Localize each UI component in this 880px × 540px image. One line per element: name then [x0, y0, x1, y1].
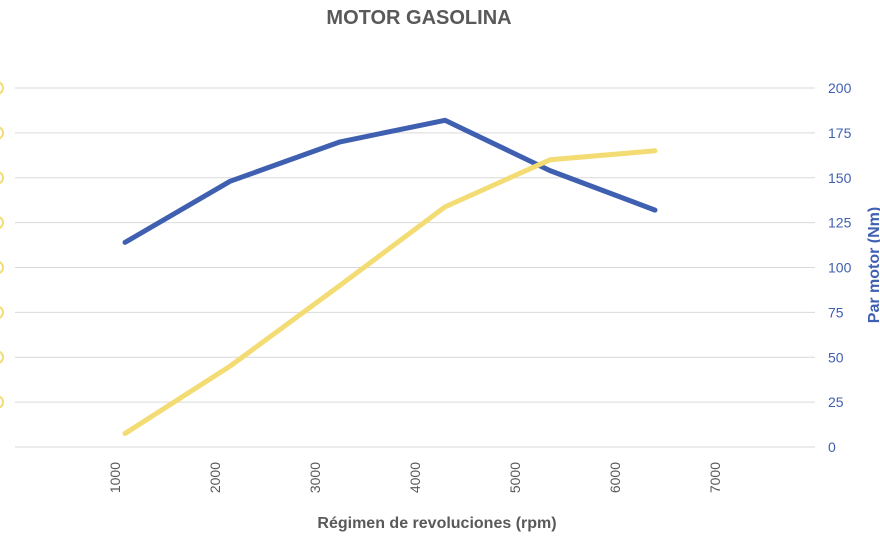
x-axis-tick-label: 2000: [207, 462, 223, 493]
left-axis-tick-mark: [0, 126, 4, 140]
right-axis-tick-label: 175: [828, 125, 852, 141]
left-axis-tick-mark: [0, 350, 4, 364]
left-axis-tick-mark: [0, 81, 4, 95]
left-axis-tick-mark: [0, 306, 4, 319]
series-line-torque: [122, 117, 658, 245]
right-axis-tick-label: 0: [828, 439, 836, 455]
x-axis-tick-label: 3000: [307, 462, 323, 493]
x-axis-tick-label: 4000: [407, 462, 423, 493]
left-axis-marks: [0, 81, 4, 409]
left-axis-tick-mark: [0, 395, 4, 409]
x-axis-tick-label: 6000: [607, 462, 623, 493]
x-axis-tick-label: 7000: [707, 462, 723, 493]
chart-title: MOTOR GASOLINA: [326, 7, 511, 29]
right-axis-ticks: 0 25 50 75 100 125 150 175 200: [828, 80, 852, 455]
left-axis-tick-mark: [0, 261, 4, 274]
right-axis-tick-label: 200: [828, 80, 852, 96]
right-axis-tick-label: 25: [828, 394, 844, 410]
x-axis-tick-label: 5000: [507, 462, 523, 493]
right-axis-tick-label: 125: [828, 215, 852, 231]
right-axis-tick-label: 100: [828, 260, 852, 276]
series-line-power: [122, 148, 658, 436]
right-axis-tick-label: 150: [828, 170, 852, 186]
left-axis-tick-mark: [0, 171, 4, 185]
gridlines: [15, 87, 815, 448]
right-axis-label: Par motor (Nm): [866, 207, 880, 323]
x-axis-ticks: 1000 2000 3000 4000 5000 6000 7000: [107, 462, 723, 493]
x-axis-label: Régimen de revoluciones (rpm): [317, 515, 556, 532]
x-axis-tick-label: 1000: [107, 462, 123, 493]
right-axis-tick-label: 75: [828, 304, 844, 320]
series-lines: [122, 117, 658, 436]
left-axis-tick-mark: [0, 216, 4, 229]
right-axis-tick-label: 50: [828, 349, 844, 365]
